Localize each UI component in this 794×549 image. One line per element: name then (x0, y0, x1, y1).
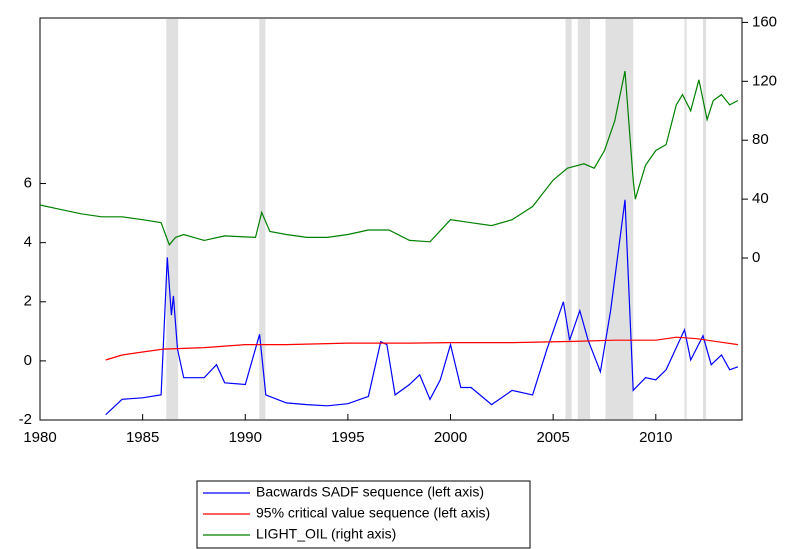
series-line (39, 70, 739, 246)
shaded-period (605, 19, 634, 419)
shaded-period (565, 19, 572, 419)
x-tick-label: 1995 (331, 429, 364, 446)
series-line (105, 336, 738, 361)
legend: Bacwards SADF sequence (left axis) 95% cr… (196, 480, 531, 549)
legend-label: Bacwards SADF sequence (left axis) (256, 484, 484, 500)
y2-tick-label: 40 (752, 190, 769, 207)
y-tick-label: 2 (24, 293, 32, 310)
plot-frame (39, 17, 743, 421)
x-tick-label: 1985 (126, 429, 159, 446)
legend-box (196, 480, 531, 549)
legend-label: 95% critical value sequence (left axis) (256, 505, 490, 521)
shaded-period (684, 19, 687, 419)
y2-tick-label: 0 (752, 249, 760, 266)
y2-tick-label: 120 (752, 72, 777, 89)
x-tick-label: 1980 (23, 429, 56, 446)
y2-tick-label: 160 (752, 13, 777, 30)
y-tick-label: 0 (24, 352, 32, 369)
x-tick-label: 2010 (639, 429, 672, 446)
x-tick-label: 2005 (536, 429, 569, 446)
series-line (105, 199, 739, 416)
y-tick-label: 6 (24, 174, 32, 191)
shaded-period (703, 19, 707, 419)
legend-label: LIGHT_OIL (right axis) (256, 526, 396, 542)
y-tick-label: 4 (24, 234, 32, 251)
shaded-period (577, 19, 591, 419)
shaded-period (259, 19, 266, 419)
x-tick-label: 2000 (434, 429, 467, 446)
y-tick-label: -2 (19, 411, 32, 428)
shaded-period (166, 19, 179, 419)
x-tick-label: 1990 (229, 429, 262, 446)
y2-tick-label: 80 (752, 131, 769, 148)
